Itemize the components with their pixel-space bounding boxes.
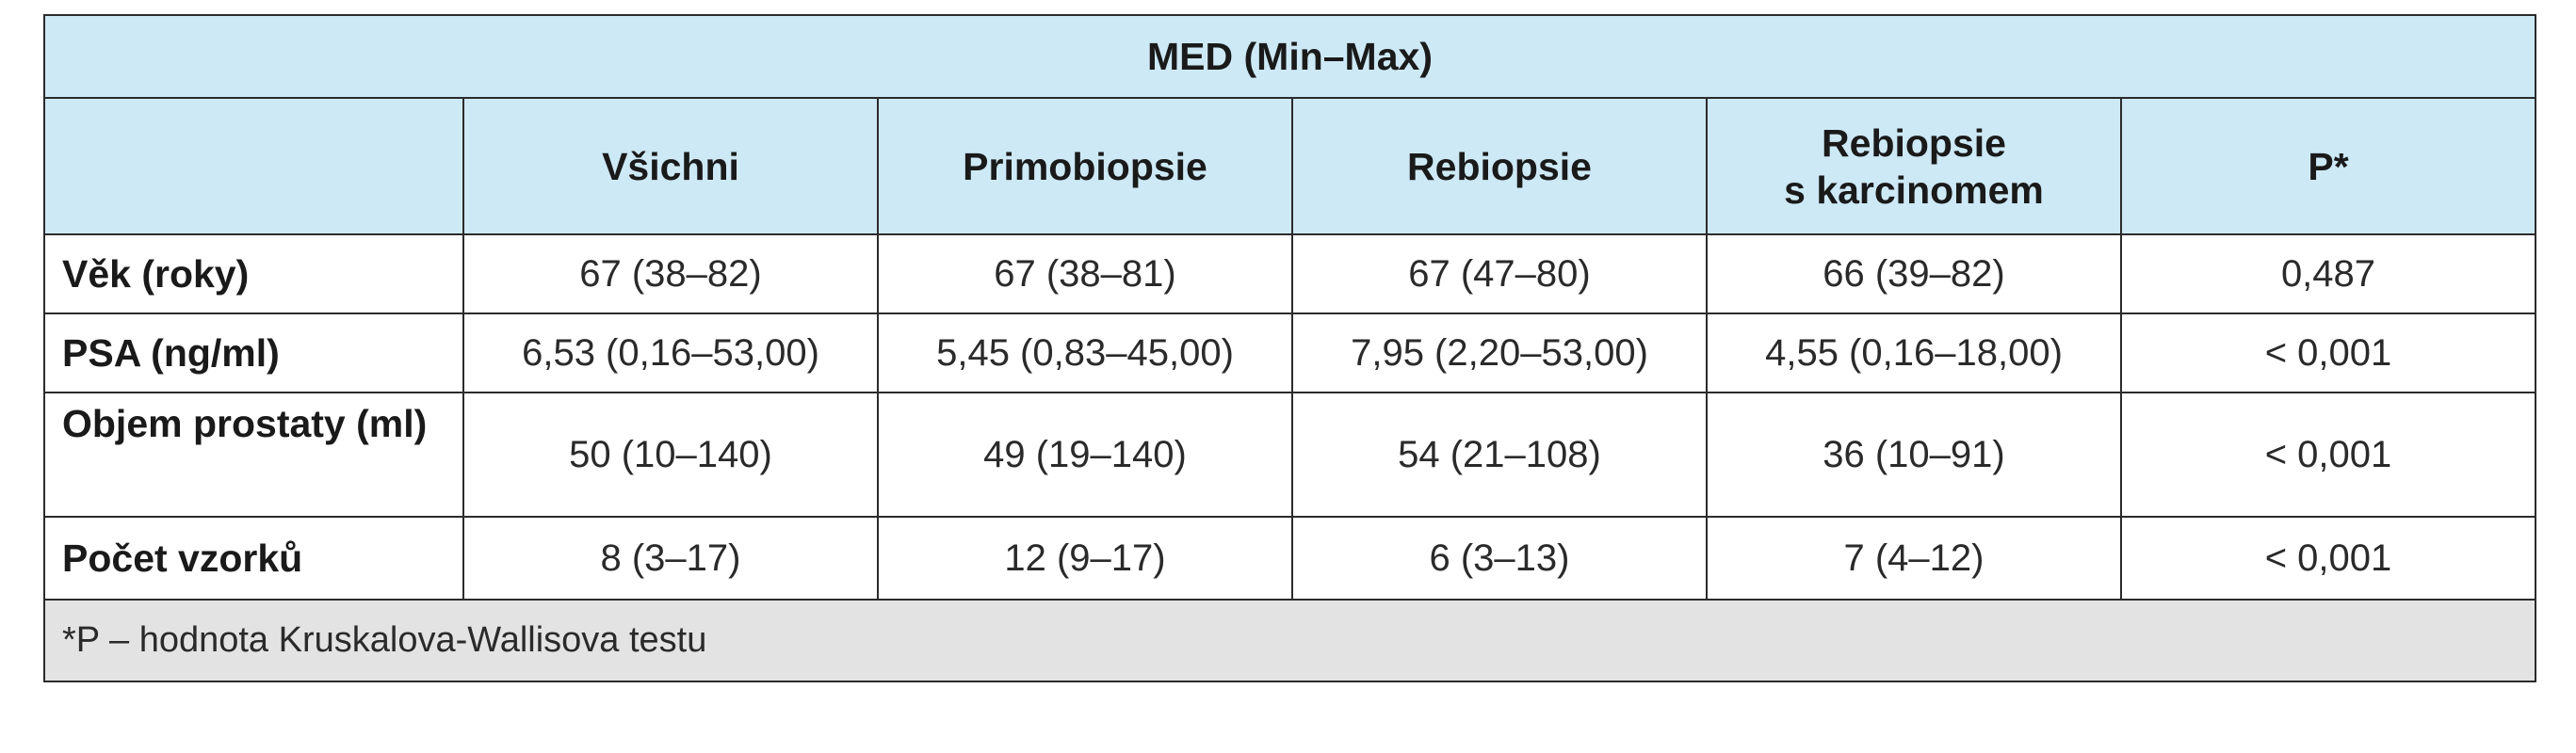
table-cell: < 0,001 — [2120, 312, 2536, 393]
group-header: MED (Min–Max) — [43, 14, 2536, 99]
row-label: PSA (ng/ml) — [43, 312, 464, 393]
table-cell: 50 (10–140) — [462, 392, 879, 518]
table-cell: < 0,001 — [2120, 392, 2536, 518]
column-header-p: P* — [2120, 97, 2536, 235]
table-cell: 67 (47–80) — [1291, 233, 1708, 314]
table-cell: 7 (4–12) — [1706, 516, 2122, 601]
table-cell: < 0,001 — [2120, 516, 2536, 601]
row-label: Věk (roky) — [43, 233, 464, 314]
row-label: Počet vzorků — [43, 516, 464, 601]
column-header-vsichni: Všichni — [462, 97, 879, 235]
table-cell: 4,55 (0,16–18,00) — [1706, 312, 2122, 393]
statistics-table: MED (Min–Max) Všichni Primobiopsie Rebio… — [43, 14, 2536, 682]
row-label: Objem prostaty (ml) — [43, 392, 464, 518]
table-row: PSA (ng/ml) 6,53 (0,16–53,00) 5,45 (0,83… — [43, 312, 2536, 393]
table-row: Počet vzorků 8 (3–17) 12 (9–17) 6 (3–13)… — [43, 516, 2536, 601]
table-cell: 67 (38–82) — [462, 233, 879, 314]
table-cell: 67 (38–81) — [877, 233, 1293, 314]
table-cell: 7,95 (2,20–53,00) — [1291, 312, 1708, 393]
cropped-caption-remnant — [1003, 0, 1455, 8]
table-cell: 66 (39–82) — [1706, 233, 2122, 314]
table-cell: 8 (3–17) — [462, 516, 879, 601]
table-cell: 49 (19–140) — [877, 392, 1293, 518]
table-cell: 36 (10–91) — [1706, 392, 2122, 518]
column-header-primobiopsie: Primobiopsie — [877, 97, 1293, 235]
table-row: Věk (roky) 67 (38–82) 67 (38–81) 67 (47–… — [43, 233, 2536, 314]
column-header-empty — [43, 97, 464, 235]
group-header-row: MED (Min–Max) — [43, 14, 2536, 99]
table-cell: 5,45 (0,83–45,00) — [877, 312, 1293, 393]
table-cell: 0,487 — [2120, 233, 2536, 314]
footnote-row: *P – hodnota Kruskalova-Wallisova testu — [43, 599, 2536, 682]
table-cell: 54 (21–108) — [1291, 392, 1708, 518]
footnote: *P – hodnota Kruskalova-Wallisova testu — [43, 599, 2536, 682]
column-header-rebiopsie: Rebiopsie — [1291, 97, 1708, 235]
column-header-row: Všichni Primobiopsie Rebiopsie Rebiopsie… — [43, 97, 2536, 235]
table-row: Objem prostaty (ml) 50 (10–140) 49 (19–1… — [43, 392, 2536, 518]
column-header-rebiopsie-karcinom: Rebiopsie s karcinomem — [1706, 97, 2122, 235]
table-cell: 6 (3–13) — [1291, 516, 1708, 601]
table-cell: 12 (9–17) — [877, 516, 1293, 601]
table-cell: 6,53 (0,16–53,00) — [462, 312, 879, 393]
